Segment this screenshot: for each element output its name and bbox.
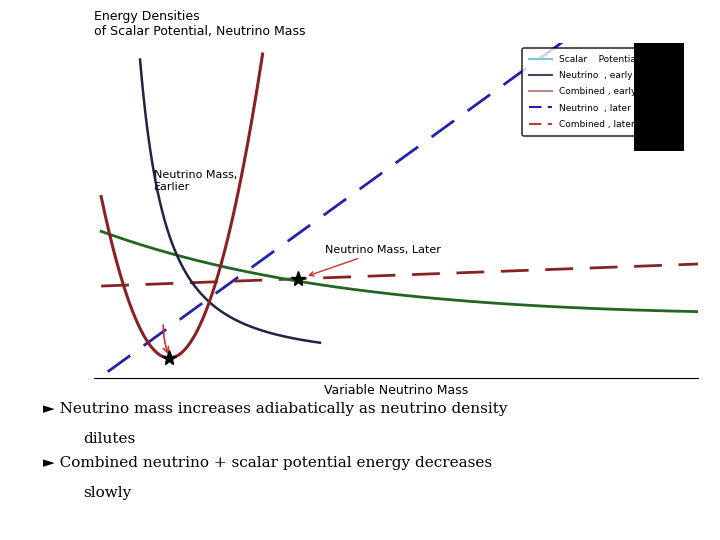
Text: ► Combined neutrino + scalar potential energy decreases: ► Combined neutrino + scalar potential e…	[43, 456, 492, 470]
Text: Neutrino Mass, Later: Neutrino Mass, Later	[310, 245, 441, 276]
Text: Neutrino Mass,
Earlier: Neutrino Mass, Earlier	[154, 171, 238, 192]
Legend: Scalar    Potential, Neutrino  , early, Combined , early, Neutrino  , later, Com: Scalar Potential, Neutrino , early, Comb…	[522, 48, 646, 136]
Text: dilutes: dilutes	[83, 432, 135, 446]
Text: slowly: slowly	[83, 486, 131, 500]
Text: ► Neutrino mass increases adiabatically as neutrino density: ► Neutrino mass increases adiabatically …	[43, 402, 508, 416]
X-axis label: Variable Neutrino Mass: Variable Neutrino Mass	[324, 383, 468, 396]
Text: Energy Densities
of Scalar Potential, Neutrino Mass: Energy Densities of Scalar Potential, Ne…	[94, 10, 305, 38]
